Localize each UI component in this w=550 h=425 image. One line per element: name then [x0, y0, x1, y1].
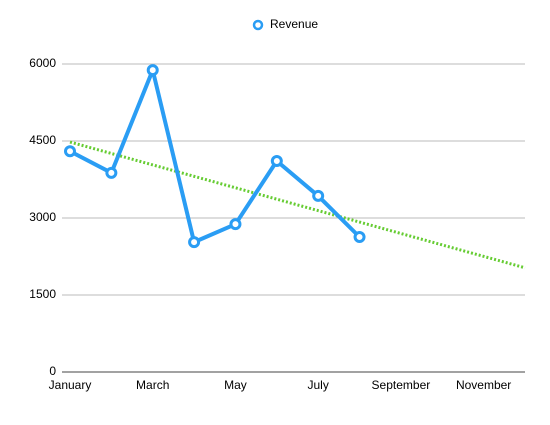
- x-tick-label: March: [136, 378, 169, 392]
- point: [312, 189, 325, 202]
- trendline: [69, 140, 526, 270]
- point: [146, 64, 159, 77]
- y-tick-label: 0: [49, 364, 56, 378]
- x-tick-label: November: [456, 378, 511, 392]
- point: [105, 166, 118, 179]
- y-tick-label: 3000: [29, 210, 56, 224]
- point: [229, 218, 242, 231]
- point: [270, 155, 283, 168]
- point: [64, 145, 76, 158]
- x-tick-label: May: [224, 378, 247, 392]
- y-tick-label: 6000: [29, 56, 56, 70]
- legend-label: Revenue: [270, 17, 318, 31]
- y-tick-label: 4500: [29, 133, 56, 147]
- series-line: [69, 68, 361, 245]
- point: [188, 236, 201, 249]
- x-tick-label: September: [372, 378, 431, 392]
- y-tick-label: 1500: [29, 287, 56, 301]
- x-tick-label: January: [49, 378, 92, 392]
- point: [353, 230, 366, 243]
- x-tick-label: July: [308, 378, 329, 392]
- legend-marker: [252, 19, 264, 31]
